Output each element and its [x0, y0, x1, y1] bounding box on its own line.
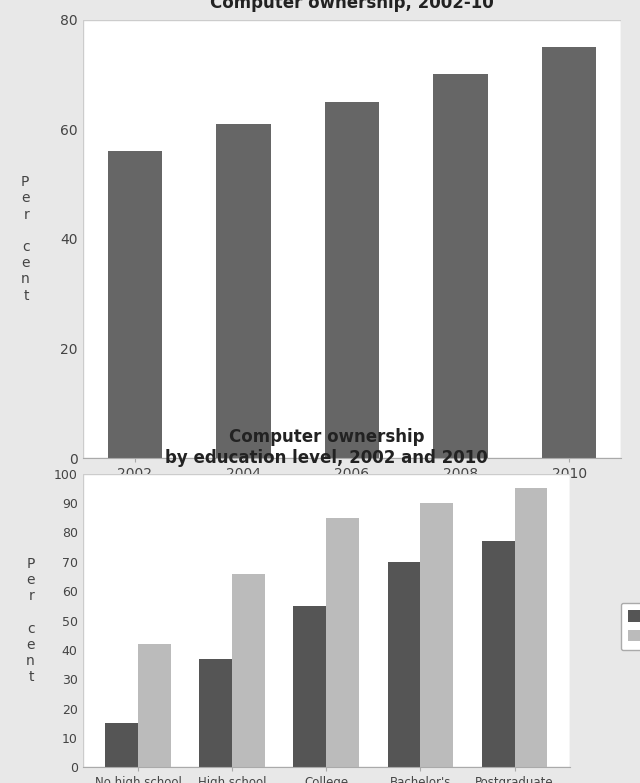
Bar	[216, 124, 271, 458]
Title: Computer ownership
by education level, 2002 and 2010: Computer ownership by education level, 2…	[165, 428, 488, 467]
Bar	[433, 74, 488, 458]
Title: Computer ownership, 2002-10: Computer ownership, 2002-10	[210, 0, 494, 13]
Y-axis label: P
e
r

c
e
n
t: P e r c e n t	[20, 175, 29, 302]
Legend: 2002, 2010: 2002, 2010	[621, 603, 640, 650]
Y-axis label: P
e
r

c
e
n
t: P e r c e n t	[26, 557, 35, 684]
FancyBboxPatch shape	[83, 20, 621, 458]
FancyBboxPatch shape	[83, 474, 570, 767]
Bar	[325, 102, 379, 458]
X-axis label: Year: Year	[333, 487, 371, 502]
Bar	[294, 606, 326, 767]
Bar	[106, 723, 138, 767]
Bar	[108, 151, 162, 458]
Bar	[542, 47, 596, 458]
Bar	[420, 503, 453, 767]
Bar	[388, 562, 420, 767]
Bar	[482, 541, 515, 767]
Bar	[232, 573, 265, 767]
Bar	[138, 644, 171, 767]
Bar	[515, 489, 547, 767]
Bar	[326, 518, 359, 767]
Bar	[200, 659, 232, 767]
